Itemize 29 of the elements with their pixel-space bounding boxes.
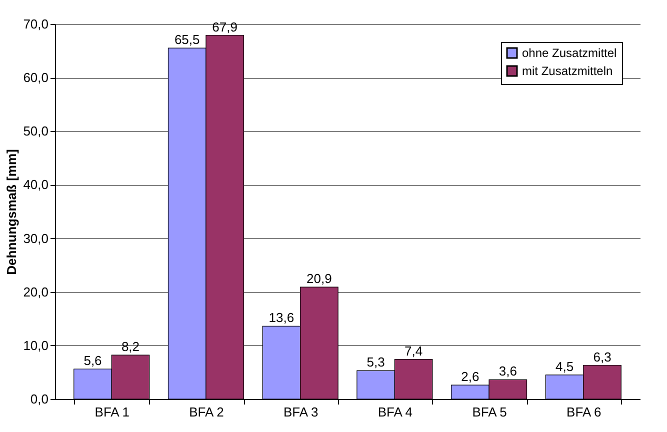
data-label: 4,5 <box>555 358 574 374</box>
y-tick-label: 30,0 <box>23 230 48 246</box>
y-tick-label: 10,0 <box>23 338 48 353</box>
data-label: 7,4 <box>404 343 423 358</box>
x-tick-label: BFA 6 <box>566 404 602 420</box>
data-label: 5,6 <box>84 353 102 368</box>
data-label: 6,3 <box>593 349 612 364</box>
y-tick-label: 70,0 <box>23 16 48 32</box>
legend-label: mit Zusatzmitteln <box>522 64 613 78</box>
x-tick-label: BFA 2 <box>189 404 224 420</box>
data-label: 3,6 <box>498 364 517 379</box>
y-tick-label: 40,0 <box>23 177 48 192</box>
data-label: 65,5 <box>174 32 200 48</box>
data-label: 20,9 <box>306 271 332 286</box>
legend-label: ohne Zusatzmittel <box>522 46 617 60</box>
x-tick-label: BFA 3 <box>283 404 318 420</box>
y-axis-title: Dehnungsmaß [mm] <box>4 149 20 275</box>
x-tick-label: BFA 4 <box>378 404 413 420</box>
data-label: 5,3 <box>366 354 385 370</box>
data-label: 2,6 <box>461 369 480 384</box>
y-tick-label: 50,0 <box>23 124 48 139</box>
x-tick-label: BFA 1 <box>94 404 130 420</box>
y-tick-label: 20,0 <box>23 284 48 300</box>
data-label: 67,9 <box>212 19 238 34</box>
y-tick-label: 0,0 <box>30 392 48 406</box>
x-tick-label: BFA 5 <box>472 404 507 420</box>
data-label: 8,2 <box>121 339 140 354</box>
data-label: 13,6 <box>268 310 294 326</box>
y-tick-label: 60,0 <box>23 70 48 86</box>
